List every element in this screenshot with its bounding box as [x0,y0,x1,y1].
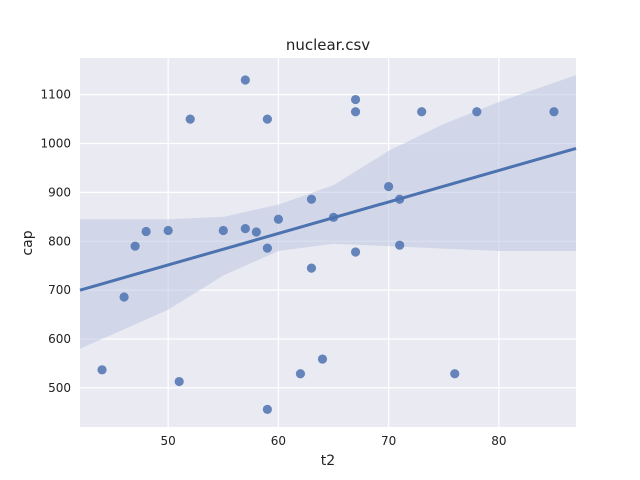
data-point [350,247,361,257]
x-axis-label: t2 [321,453,335,469]
data-point [417,107,427,117]
confidence-band [80,75,576,349]
data-point [174,376,184,387]
data-point [141,226,151,237]
y-axis-label: cap [20,230,36,255]
y-tick-label: 700 [48,283,71,297]
data-point [218,225,228,236]
data-point [350,94,361,105]
data-point [251,227,261,237]
y-tick-label: 600 [48,332,71,346]
data-point [240,223,250,234]
x-tick-label: 60 [271,434,286,448]
data-point [185,114,195,124]
data-point [262,243,272,253]
data-point [163,225,173,236]
data-point [273,214,283,224]
y-tick-labels: 500 600 700 800 900 1000 1100 [40,88,71,395]
data-point [130,241,140,251]
chart-title: nuclear.csv [286,36,370,54]
regression-line [79,146,577,292]
data-point [262,404,272,415]
data-point [328,212,339,222]
data-point [119,292,129,302]
x-tick-label: 70 [381,434,396,448]
data-point [472,107,482,117]
y-tick-label: 900 [48,185,71,199]
data-point [395,240,405,250]
y-tick-label: 500 [48,381,71,395]
data-point [306,263,317,273]
data-point [350,107,361,117]
data-point [384,181,394,192]
data-point [295,369,306,379]
x-tick-labels: 50 60 70 80 [161,434,507,448]
y-tick-label: 1000 [40,137,71,151]
data-point [262,114,272,124]
data-point [306,194,317,204]
data-points [97,75,559,415]
x-tick-label: 80 [491,434,506,448]
x-tick-label: 50 [161,434,176,448]
data-point [317,354,328,364]
y-tick-label: 800 [48,234,71,248]
data-point [549,107,559,117]
data-point [395,194,405,204]
y-tick-label: 1100 [40,88,71,102]
data-point [240,75,250,85]
data-point [450,369,460,379]
data-point [97,365,107,375]
